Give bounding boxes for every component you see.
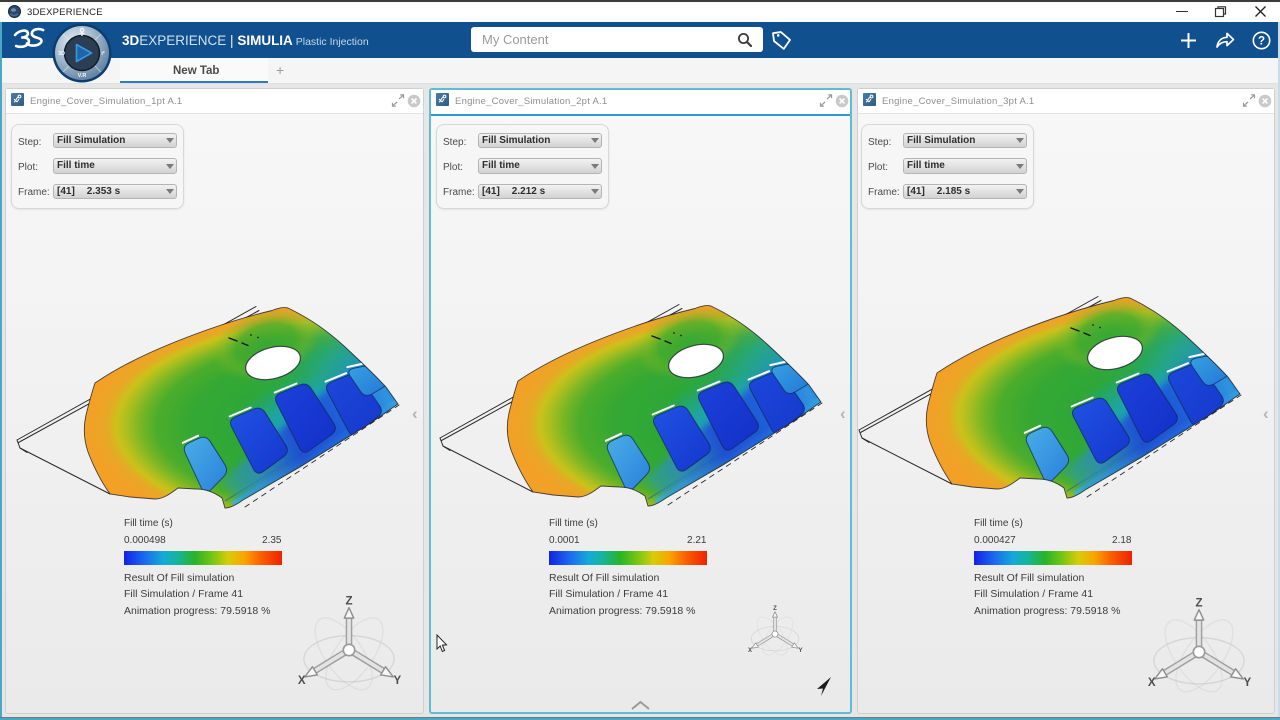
- svg-text:?: ?: [1258, 36, 1265, 48]
- svg-text:V.R: V.R: [78, 73, 87, 79]
- svg-text:3D: 3D: [58, 51, 65, 57]
- svg-text:i²: i²: [101, 50, 105, 57]
